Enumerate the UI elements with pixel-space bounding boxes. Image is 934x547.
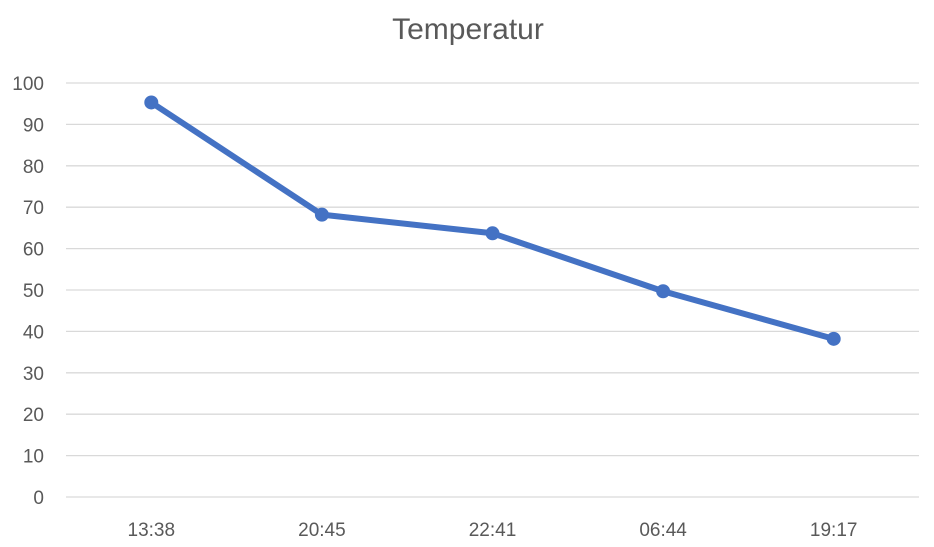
y-tick-label: 50 <box>23 281 44 302</box>
x-tick-label: 20:45 <box>298 520 346 541</box>
y-tick-label: 100 <box>12 74 44 95</box>
data-point <box>826 331 841 346</box>
y-tick-label: 70 <box>23 198 44 219</box>
y-tick-label: 0 <box>33 488 44 509</box>
data-point <box>314 207 329 222</box>
y-tick-label: 90 <box>23 115 44 136</box>
grid-lines <box>66 82 919 498</box>
data-point <box>656 284 671 299</box>
x-axis-tick-labels: 13:38 20:45 22:41 06:44 19:17 <box>128 520 858 541</box>
data-point <box>485 226 500 241</box>
chart-title: Temperatur <box>392 13 544 46</box>
x-tick-label: 06:44 <box>639 520 687 541</box>
x-tick-label: 19:17 <box>810 520 858 541</box>
x-tick-label: 22:41 <box>469 520 517 541</box>
series-line <box>148 99 837 342</box>
y-tick-label: 10 <box>23 447 44 468</box>
x-tick-label: 13:38 <box>128 520 176 541</box>
y-tick-label: 40 <box>23 322 44 343</box>
y-axis-tick-labels: 0 10 20 30 40 50 60 70 80 90 100 <box>12 74 44 509</box>
y-tick-label: 60 <box>23 240 44 261</box>
y-tick-label: 30 <box>23 364 44 385</box>
data-point <box>144 95 159 110</box>
y-tick-label: 80 <box>23 157 44 178</box>
y-tick-label: 20 <box>23 405 44 426</box>
series-layer <box>144 95 841 346</box>
